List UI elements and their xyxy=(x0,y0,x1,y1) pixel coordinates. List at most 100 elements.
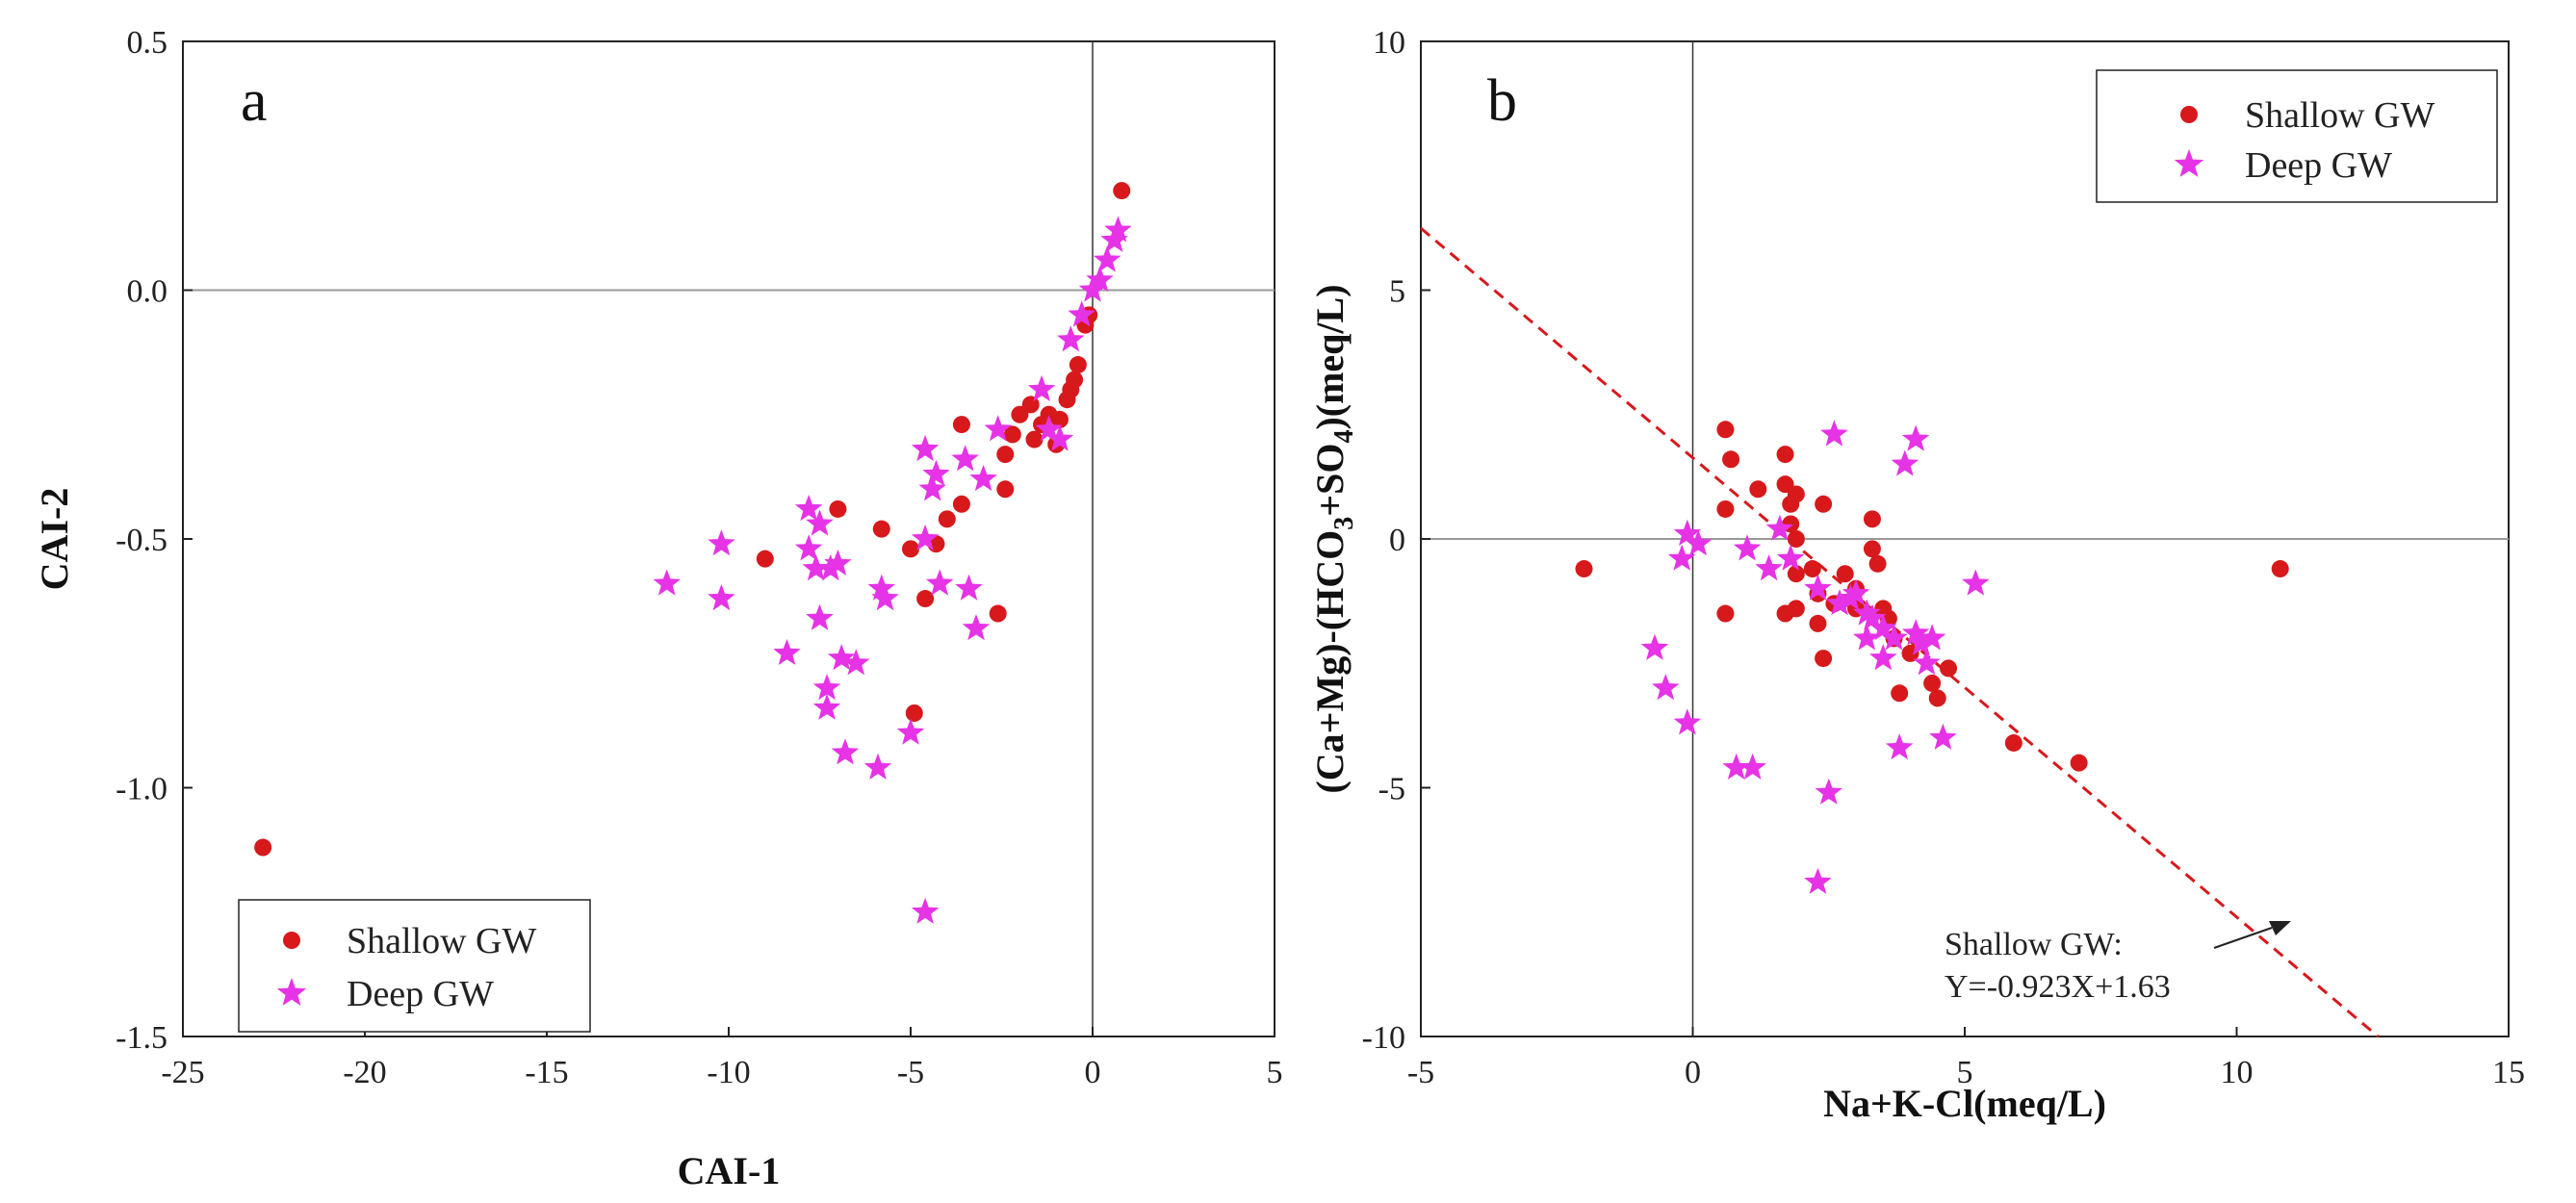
deep-gw-point xyxy=(1880,624,1908,651)
deep-gw-point xyxy=(812,674,841,701)
y-tick-label: 0 xyxy=(1389,523,1405,558)
x-tick-label: 10 xyxy=(2221,1055,2254,1090)
panel-a-legend: Shallow GW Deep GW xyxy=(238,899,591,1033)
deep-gw-point xyxy=(653,569,681,596)
shallow-gw-point xyxy=(902,540,919,558)
panel-b-ylabel: (Ca+Mg)-(HCO3+SO4)(meq/L) xyxy=(1308,284,1359,793)
shallow-gw-point xyxy=(1021,396,1040,414)
panel-a-reference-lines xyxy=(183,41,1275,1037)
deep-gw-point xyxy=(1068,300,1095,327)
panel-b-xlabel: Na+K-Cl(meq/L) xyxy=(1823,1082,2106,1125)
panel-a-legend-deep-marker xyxy=(276,978,307,1006)
deep-gw-point xyxy=(1733,534,1762,561)
deep-gw-point xyxy=(1962,569,1990,596)
panel-a-frame xyxy=(182,40,1275,1037)
shallow-gw-point xyxy=(2004,733,2022,752)
x-tick-label: 5 xyxy=(1957,1055,1973,1090)
shallow-gw-point xyxy=(996,480,1015,499)
deep-gw-point xyxy=(1765,514,1794,541)
deep-gw-point xyxy=(1825,589,1854,616)
x-tick-label: 0 xyxy=(1685,1055,1701,1090)
y-tick-label: -0.5 xyxy=(116,523,167,558)
annotation-line-2: Y=-0.923X+1.63 xyxy=(1945,969,2171,1005)
panel-b-label: b xyxy=(1487,68,1517,134)
shallow-gw-point xyxy=(1863,510,1881,528)
x-tick-label: -5 xyxy=(897,1055,924,1090)
y-tick-label: 5 xyxy=(1389,274,1405,310)
panel-b-legend-shallow-label: Shallow GW xyxy=(2245,95,2435,136)
shallow-gw-point xyxy=(996,446,1015,464)
deep-gw-point xyxy=(896,718,925,745)
deep-gw-point xyxy=(1901,619,1930,646)
deep-gw-point xyxy=(1842,578,1870,605)
shallow-gw-point xyxy=(1891,684,1909,703)
y-tick-label: 0.5 xyxy=(127,25,168,61)
shallow-gw-point xyxy=(1815,495,1833,513)
shallow-gw-point xyxy=(1575,560,1593,578)
deep-gw-point xyxy=(1739,753,1766,780)
deep-gw-point xyxy=(918,474,946,501)
deep-gw-point xyxy=(1755,554,1783,581)
deep-gw-point xyxy=(1027,374,1056,401)
deep-gw-point xyxy=(1869,644,1897,671)
deep-gw-point xyxy=(867,574,895,601)
panel-a-legend-box xyxy=(238,899,591,1033)
shallow-gw-point xyxy=(756,550,774,568)
panel-b-legend-box xyxy=(2096,69,2498,203)
deep-gw-point xyxy=(1667,544,1696,571)
deep-gw-point xyxy=(1853,624,1881,651)
shallow-gw-point xyxy=(1809,614,1827,632)
y-tick-label: -10 xyxy=(1362,1020,1405,1056)
deep-gw-point xyxy=(984,415,1012,442)
shallow-gw-point xyxy=(1003,425,1021,444)
deep-gw-point xyxy=(1869,614,1897,641)
panel-a: -25 -20 -15 -10 -5 0 5 0.5 0.0 -0.5 -1.0 -1.5 a CAI… xyxy=(33,25,1283,1192)
shallow-gw-point xyxy=(1066,371,1084,389)
panel-a-label: a xyxy=(241,68,268,134)
x-tick-label: 5 xyxy=(1267,1055,1283,1090)
deep-gw-point xyxy=(1918,624,1946,651)
deep-gw-point xyxy=(951,445,979,472)
shallow-gw-point xyxy=(1782,495,1800,513)
deep-gw-point xyxy=(1652,674,1680,701)
shallow-gw-point xyxy=(1928,689,1946,707)
y-tick-label: -1.0 xyxy=(116,772,167,807)
annotation-arrow-shaft xyxy=(2213,927,2273,949)
deep-gw-point xyxy=(1820,420,1848,447)
shallow-gw-point xyxy=(1025,430,1043,448)
panel-a-xlabel: CAI-1 xyxy=(678,1149,781,1192)
deep-gw-point xyxy=(1086,266,1114,293)
deep-gw-point xyxy=(955,574,983,601)
deep-gw-point xyxy=(1684,529,1713,556)
y-tick-label: -5 xyxy=(1378,772,1405,807)
y-tick-label: 0.0 xyxy=(127,274,168,310)
shallow-gw-point xyxy=(1836,565,1854,583)
ylabel-part-1: (Ca+Mg)-(HCO xyxy=(1308,530,1352,794)
shallow-gw-point xyxy=(938,510,956,528)
deep-gw-point xyxy=(824,549,852,576)
deep-gw-point xyxy=(1853,599,1881,626)
shallow-gw-point xyxy=(1050,410,1069,428)
shallow-gw-point xyxy=(1787,530,1805,548)
shallow-gw-point xyxy=(1940,659,1958,678)
deep-gw-point xyxy=(911,434,940,462)
deep-gw-point xyxy=(1104,216,1132,243)
panel-a-points xyxy=(254,182,1132,924)
shallow-gw-point xyxy=(872,520,890,538)
x-tick-label: 15 xyxy=(2492,1055,2525,1090)
ylabel-part-3: )(meq/L) xyxy=(1308,284,1352,429)
shallow-gw-point xyxy=(254,838,272,857)
panel-b-legend: Shallow GW Deep GW xyxy=(2096,69,2498,203)
shallow-gw-point xyxy=(1749,480,1767,499)
deep-gw-point xyxy=(831,738,860,765)
x-tick-label: -5 xyxy=(1407,1055,1434,1090)
x-tick-label: -25 xyxy=(161,1055,204,1090)
shallow-gw-point xyxy=(1716,421,1735,439)
shallow-gw-point xyxy=(1815,650,1833,668)
deep-gw-point xyxy=(1804,574,1832,601)
shallow-gw-point xyxy=(829,499,847,518)
deep-gw-point xyxy=(1057,325,1085,352)
panel-a-ylabel: CAI-2 xyxy=(33,488,76,591)
shallow-gw-point xyxy=(1069,356,1087,374)
shallow-gw-point xyxy=(1787,565,1805,583)
